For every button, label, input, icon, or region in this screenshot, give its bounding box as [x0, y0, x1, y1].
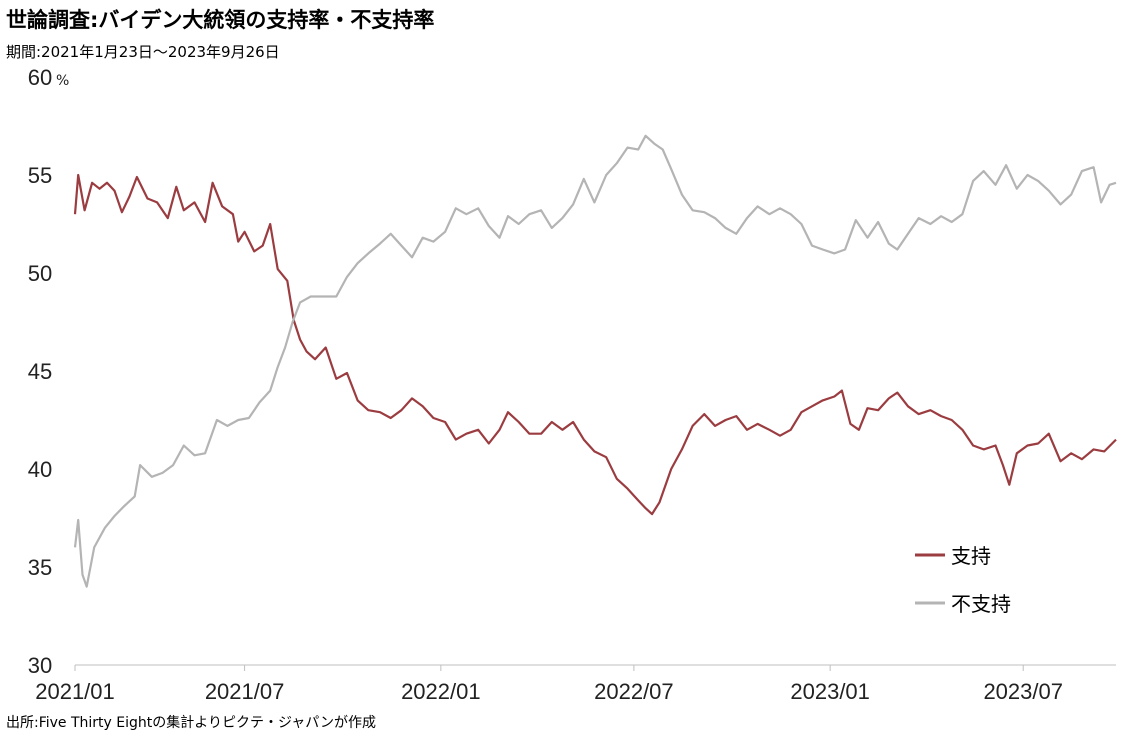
y-tick-label: 55	[28, 163, 52, 188]
plot-area	[73, 134, 1117, 588]
y-tick-label: 50	[28, 261, 52, 286]
x-tick-label: 2022/01	[401, 679, 481, 704]
y-tick-label: 45	[28, 359, 52, 384]
legend-label: 支持	[951, 544, 991, 568]
y-tick-label: 30	[28, 653, 52, 678]
y-unit-label: %	[56, 73, 69, 89]
y-tick-label: 60	[28, 65, 52, 90]
x-axis: 2021/01 2021/07 2022/01 2022/07 2023/01 2023/…	[35, 664, 1116, 704]
x-tick-label: 2023/01	[790, 679, 870, 704]
chart-title: 世論調査:バイデン大統領の支持率・不支持率	[6, 8, 435, 32]
y-axis: 30 35 40 45 50 55 60%	[28, 65, 70, 678]
x-tick-label: 2022/07	[594, 679, 674, 704]
x-tick-label: 2023/07	[983, 679, 1063, 704]
x-tick-label: 2021/01	[35, 679, 115, 704]
x-tick-label: 2021/07	[205, 679, 285, 704]
source-note: 出所:Five Thirty Eightの集計よりピクテ・ジャパンが作成	[6, 715, 376, 731]
chart-subtitle: 期間:2021年1月23日～2023年9月26日	[6, 43, 280, 61]
y-tick-label: 40	[28, 457, 52, 482]
y-tick-label: 35	[28, 555, 52, 580]
series-line-approve	[73, 173, 1117, 516]
series-line-disapprove	[73, 134, 1117, 588]
legend-label: 不支持	[951, 592, 1011, 616]
